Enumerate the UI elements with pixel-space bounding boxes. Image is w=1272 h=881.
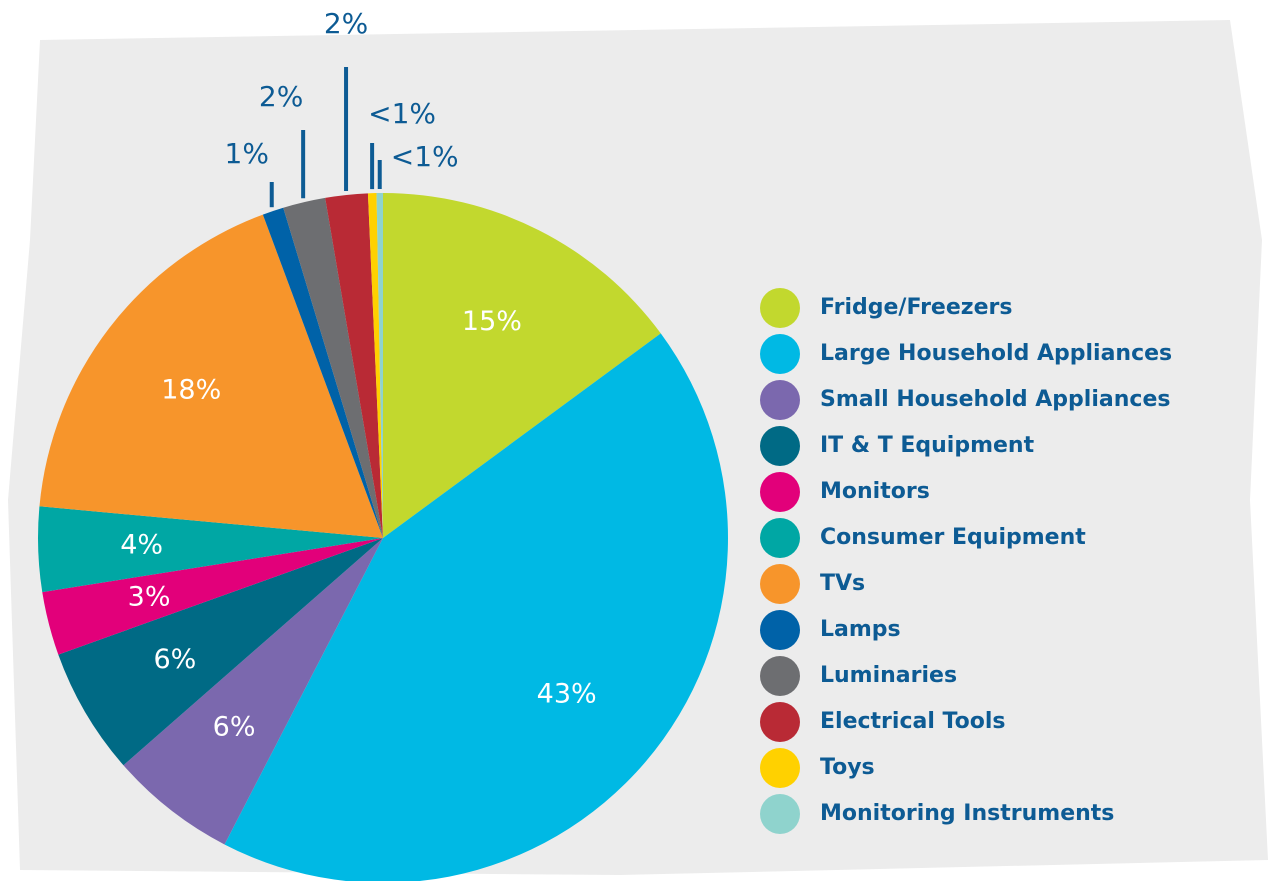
legend-swatch — [760, 564, 800, 604]
legend-swatch — [760, 288, 800, 328]
legend-swatch — [760, 426, 800, 466]
data-label: 6% — [213, 712, 256, 743]
legend-swatch — [760, 610, 800, 650]
data-label: 43% — [537, 678, 597, 709]
data-label: 2% — [259, 80, 303, 113]
pie-slice — [262, 207, 383, 538]
legend-label: Lamps — [820, 617, 901, 642]
pie-slice — [58, 538, 383, 766]
legend-swatch — [760, 748, 800, 788]
legend-label: IT & T Equipment — [820, 433, 1035, 458]
pie-slice — [39, 214, 383, 538]
pie-slice — [325, 193, 383, 538]
data-label: 4% — [120, 529, 163, 560]
pie-slice — [224, 333, 728, 881]
data-label: 3% — [128, 582, 171, 613]
legend-label: Toys — [820, 755, 875, 780]
legend-swatch — [760, 472, 800, 512]
legend-label: Monitors — [820, 479, 930, 504]
legend-swatch — [760, 794, 800, 834]
pie-slice — [376, 193, 383, 538]
legend-label: Consumer Equipment — [820, 525, 1086, 550]
data-label: <1% — [391, 140, 459, 173]
legend-label: Electrical Tools — [820, 709, 1005, 734]
legend-swatch — [760, 380, 800, 420]
legend-label: Luminaries — [820, 663, 957, 688]
data-label: 6% — [153, 644, 196, 675]
legend-swatch — [760, 334, 800, 374]
data-label: 18% — [161, 375, 221, 406]
legend-swatch — [760, 702, 800, 742]
pie-slice — [367, 193, 383, 539]
legend-label: Monitoring Instruments — [820, 801, 1114, 826]
legend-label: Large Household Appliances — [820, 341, 1172, 366]
pie-slice — [283, 197, 383, 538]
data-label: <1% — [368, 97, 436, 130]
pie-slice — [123, 538, 383, 845]
pie-slice — [383, 193, 661, 538]
pie-slice — [42, 538, 383, 655]
legend-label: Small Household Appliances — [820, 387, 1170, 412]
pie-slice — [37, 506, 383, 593]
data-label: 2% — [324, 7, 368, 40]
legend-swatch — [760, 518, 800, 558]
legend-label: Fridge/Freezers — [820, 295, 1012, 320]
data-label: 15% — [462, 306, 522, 337]
data-label: 1% — [225, 137, 269, 170]
legend-label: TVs — [820, 571, 865, 596]
legend-swatch — [760, 656, 800, 696]
